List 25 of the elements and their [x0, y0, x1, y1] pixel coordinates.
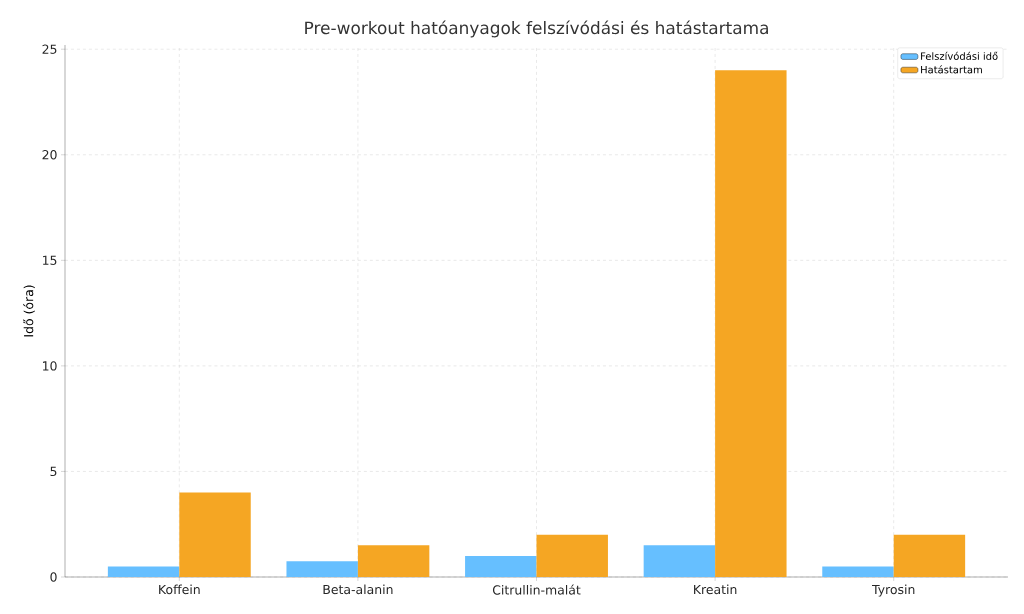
bar [465, 555, 537, 577]
bar [536, 534, 608, 577]
x-tick-label: Koffein [159, 584, 200, 595]
y-tick-label: 5 [50, 466, 57, 477]
legend-label: Hatástartam [921, 65, 982, 74]
bar [643, 545, 716, 577]
bar [357, 545, 430, 577]
bar [107, 566, 180, 577]
bar [893, 534, 966, 577]
y-tick-label: 15 [43, 255, 57, 265]
y-tick-label: 10 [43, 361, 57, 371]
y-tick-label: 20 [42, 150, 57, 160]
x-tick-label: Tyrosin [872, 584, 915, 597]
bar [286, 561, 358, 577]
bar [822, 566, 894, 577]
y-tick-label: 0 [50, 572, 57, 582]
x-tick-label: Kreatin [694, 584, 737, 595]
y-tick-label: 25 [42, 44, 57, 54]
y-axis-title: Idő (óra) [23, 285, 35, 337]
bar [715, 70, 787, 577]
x-tick-label: Beta-alanin [323, 584, 393, 595]
legend-label: Felszívódási idő [921, 51, 998, 60]
bar [179, 492, 251, 577]
x-tick-label: Citrullin-malát [492, 584, 581, 595]
chart-title: Pre-workout hatóanyagok felszívódási és hatástartama [305, 20, 768, 38]
